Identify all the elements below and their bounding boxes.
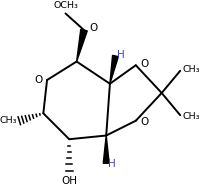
Text: CH₃: CH₃ (181, 65, 199, 74)
Text: O: O (140, 117, 148, 127)
Text: O: O (140, 59, 148, 69)
Text: OH: OH (61, 176, 77, 186)
Text: CH₃: CH₃ (181, 112, 199, 121)
Text: O: O (34, 75, 43, 85)
Text: H: H (107, 159, 115, 169)
Text: O: O (89, 23, 97, 33)
Polygon shape (109, 55, 118, 84)
Polygon shape (103, 136, 109, 163)
Text: H: H (117, 50, 124, 60)
Text: OCH₃: OCH₃ (53, 1, 78, 10)
Text: CH₃: CH₃ (0, 116, 17, 125)
Polygon shape (76, 29, 87, 62)
